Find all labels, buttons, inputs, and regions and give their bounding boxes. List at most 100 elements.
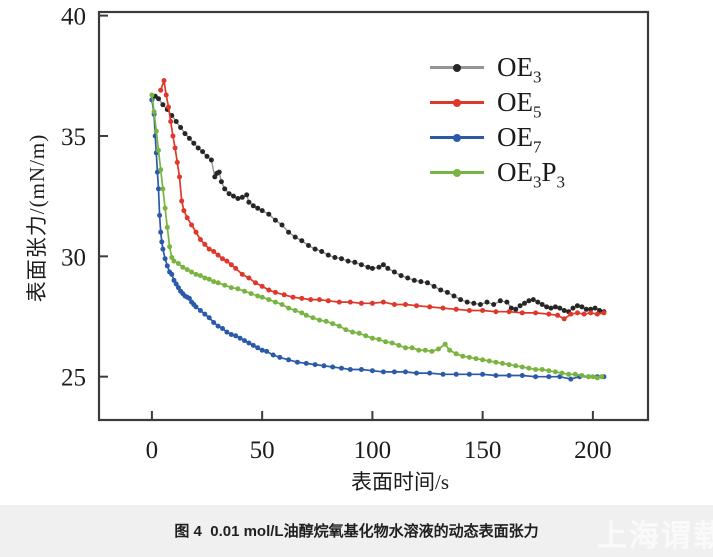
data-point-marker <box>246 340 252 346</box>
legend-line-sample <box>430 133 484 142</box>
data-point-marker <box>233 333 239 339</box>
data-point-marker <box>517 303 523 309</box>
data-point-marker <box>193 271 199 277</box>
data-point-marker <box>235 196 241 201</box>
data-point-marker <box>174 159 180 165</box>
data-point-marker <box>259 208 265 214</box>
data-point-marker <box>544 304 550 310</box>
data-point-marker <box>158 229 164 235</box>
data-point-marker <box>339 256 344 262</box>
data-point-marker <box>380 262 386 268</box>
data-point-marker <box>566 371 572 377</box>
data-point-marker <box>414 303 419 309</box>
data-point-marker <box>533 374 539 380</box>
data-point-marker <box>286 229 292 235</box>
legend-marker-dot <box>453 168 461 177</box>
data-point-marker <box>321 363 327 369</box>
data-point-marker <box>369 300 375 306</box>
data-point-marker <box>442 341 448 347</box>
data-point-marker <box>466 308 472 313</box>
data-point-marker <box>493 359 499 365</box>
data-point-marker <box>237 335 243 341</box>
data-point-marker <box>215 323 221 329</box>
legend-item-OE5: OE5 <box>430 85 565 120</box>
data-point-marker <box>177 174 182 180</box>
data-point-marker <box>272 217 278 223</box>
data-point-marker <box>570 305 576 311</box>
data-point-marker <box>171 277 177 283</box>
data-point-marker <box>161 78 167 84</box>
data-point-marker <box>403 302 408 307</box>
data-point-marker <box>281 292 287 298</box>
data-point-marker <box>250 342 256 348</box>
data-point-marker <box>156 147 161 153</box>
series-OE3 <box>149 93 607 315</box>
data-point-marker <box>385 265 391 271</box>
data-point-marker <box>546 311 552 317</box>
data-point-marker <box>228 332 234 337</box>
data-point-marker <box>246 199 252 205</box>
data-point-marker <box>369 335 375 341</box>
data-point-marker <box>506 362 512 368</box>
data-point-marker <box>164 263 170 269</box>
data-point-marker <box>519 310 525 316</box>
data-point-marker <box>193 229 199 235</box>
data-point-marker <box>484 299 490 305</box>
data-point-marker <box>453 306 459 312</box>
data-point-marker <box>440 371 446 377</box>
data-point-marker <box>519 364 525 370</box>
data-point-marker <box>160 102 166 108</box>
data-point-marker <box>530 297 536 303</box>
data-point-marker <box>579 304 585 310</box>
data-point-marker <box>292 308 298 313</box>
data-point-marker <box>427 304 433 310</box>
data-point-marker <box>453 371 459 377</box>
legend-line-sample <box>430 98 484 107</box>
data-point-marker <box>312 246 318 252</box>
data-point-marker <box>156 96 161 102</box>
data-point-marker <box>250 203 256 209</box>
data-point-marker <box>224 258 230 264</box>
data-point-marker <box>581 311 587 317</box>
data-point-marker <box>231 193 236 199</box>
data-point-marker <box>586 374 591 380</box>
data-point-marker <box>308 297 314 303</box>
data-point-marker <box>533 310 539 316</box>
data-point-marker <box>590 374 596 380</box>
data-point-marker <box>286 305 292 311</box>
data-point-marker <box>172 145 178 151</box>
data-point-marker <box>398 273 404 279</box>
data-point-marker <box>522 300 527 306</box>
data-point-marker <box>193 304 199 310</box>
data-point-marker <box>504 299 510 305</box>
data-point-marker <box>206 276 212 282</box>
data-point-marker <box>347 367 353 372</box>
data-point-marker <box>242 338 247 344</box>
x-axis-label: 表面时间/s <box>350 470 449 494</box>
data-point-marker <box>480 371 486 377</box>
data-point-marker <box>597 308 602 313</box>
data-point-marker <box>216 169 222 175</box>
data-point-marker <box>539 302 545 307</box>
data-point-marker <box>255 293 261 299</box>
data-point-marker <box>493 309 499 315</box>
data-point-marker <box>279 222 285 228</box>
data-point-marker <box>272 299 278 305</box>
data-point-marker <box>380 299 386 305</box>
data-point-marker <box>317 317 322 323</box>
data-point-marker <box>546 374 552 380</box>
data-point-marker <box>464 299 470 305</box>
data-point-marker <box>149 92 155 98</box>
y-tick-label: 40 <box>61 4 86 31</box>
data-point-marker <box>383 339 389 345</box>
y-tick-label: 30 <box>61 244 86 271</box>
data-point-marker <box>436 346 441 352</box>
data-point-marker <box>323 318 329 324</box>
data-point-marker <box>343 327 349 333</box>
data-point-marker <box>405 275 411 281</box>
data-point-marker <box>391 369 397 375</box>
legend-label: OE5 <box>497 87 542 122</box>
data-point-marker <box>175 285 181 291</box>
legend-marker-dot <box>453 63 461 72</box>
data-point-marker <box>493 373 499 378</box>
